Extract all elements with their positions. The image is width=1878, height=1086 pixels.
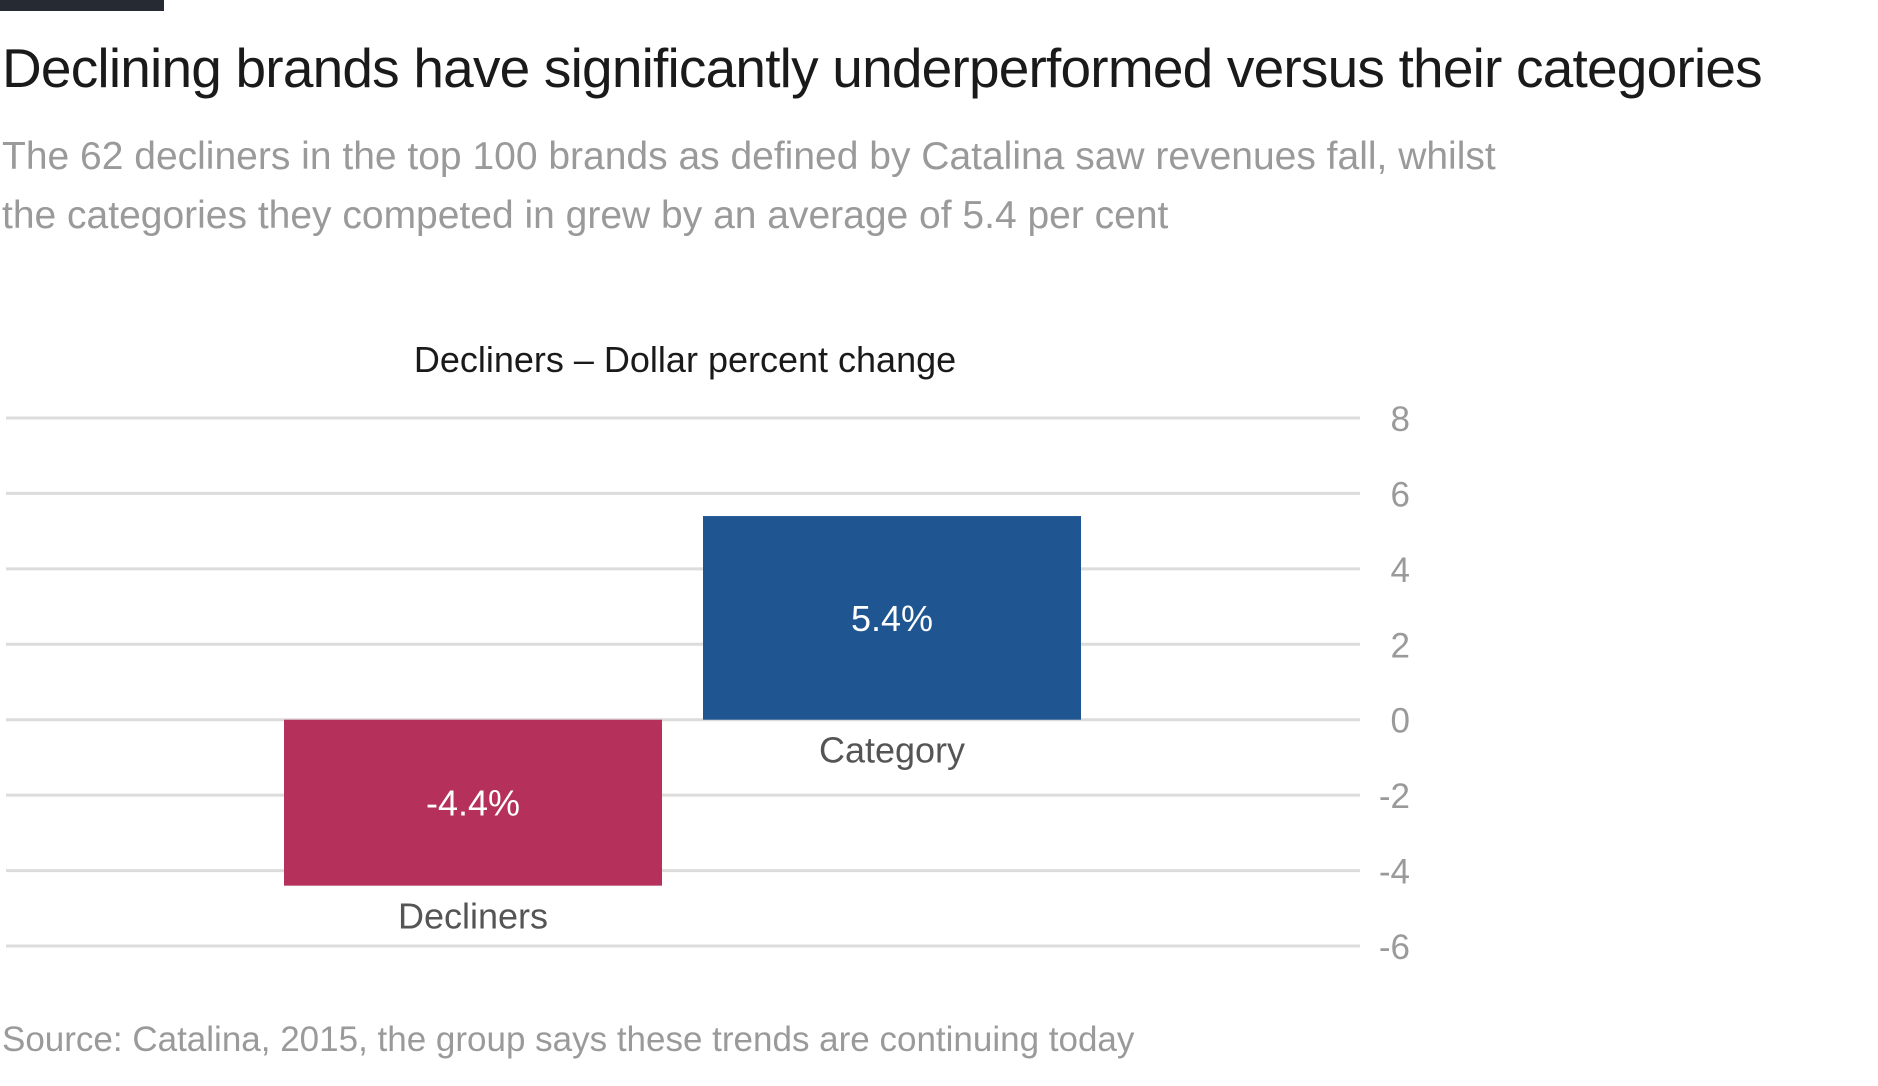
chart-headline: Declining brands have significantly unde… [2, 37, 1763, 99]
y-tick-label: -2 [1379, 777, 1410, 816]
chart-title: Decliners – Dollar percent change [414, 339, 956, 380]
y-tick-label: -4 [1379, 853, 1410, 892]
category-label: Category [819, 730, 965, 771]
bar-category [703, 516, 1081, 720]
y-tick-label: 8 [1391, 400, 1410, 439]
header-rule [0, 0, 164, 11]
source-note: Source: Catalina, 2015, the group says t… [2, 1020, 1135, 1059]
y-tick-label: 4 [1391, 551, 1410, 590]
bar-chart: Decliners – Dollar percent change 8 6 4 2 0 -2… [6, 339, 1410, 967]
chart-subtitle: The 62 decliners in the top 100 brands a… [2, 127, 1642, 245]
subtitle-line-2: the categories they competed in grew by … [2, 194, 1169, 237]
y-tick-label: -6 [1379, 928, 1410, 967]
category-label: Decliners [398, 896, 548, 937]
data-label: -4.4% [426, 783, 520, 824]
y-tick-label: 2 [1391, 626, 1410, 665]
bar-decliners [284, 719, 662, 886]
y-tick-label: 0 [1391, 702, 1410, 741]
y-tick-label: 6 [1391, 475, 1410, 514]
subtitle-line-1: The 62 decliners in the top 100 brands a… [2, 135, 1496, 178]
data-label: 5.4% [851, 598, 933, 639]
